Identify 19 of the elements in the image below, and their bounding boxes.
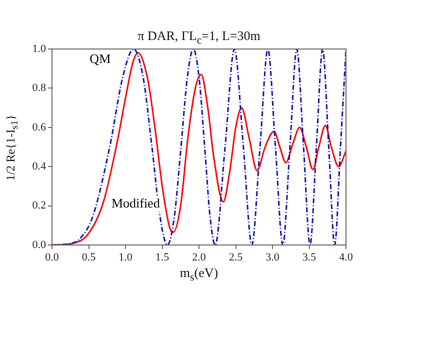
y-tick-label: 0.4: [32, 160, 46, 172]
x-axis-title: m$_{s}$(eV): [178, 265, 220, 284]
y-tick-label: 0.6: [32, 121, 46, 134]
x-tick-label: 2.0: [192, 251, 206, 264]
y-tick-label: 1.0: [32, 42, 46, 55]
x-tick-label: 2.5: [228, 251, 244, 264]
series-label: QM: [90, 51, 112, 66]
y-tick-label: 0.2: [32, 200, 46, 212]
y-tick-label: 0.0: [32, 238, 46, 251]
y-tick-label: 0.8: [32, 82, 46, 94]
x-tick-label: 0.0: [45, 251, 60, 264]
chart-title: π DAR, ΓL$_{c}$=1, L=30m: [136, 28, 262, 47]
x-tick-label: 4.0: [339, 251, 354, 264]
series-label: Modified: [111, 195, 160, 210]
x-tick-label: 0.5: [82, 251, 96, 264]
x-tick-label: 3.5: [302, 251, 317, 264]
x-tick-label: 1.5: [155, 251, 170, 264]
x-tick-label: 3.0: [266, 251, 280, 264]
x-tick-label: 1.0: [118, 251, 133, 264]
